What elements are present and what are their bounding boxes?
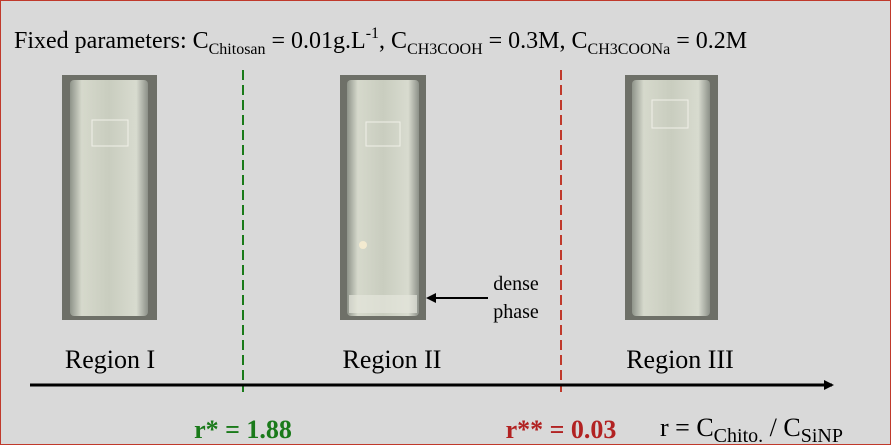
header-text: , C: [379, 28, 407, 54]
subscript: CH3COONa: [588, 41, 671, 58]
subscript: Chitosan: [209, 41, 266, 58]
subscript: Chito.: [714, 425, 763, 445]
region-label: Region III: [626, 345, 734, 374]
axis-label: r = CChito. / CSiNP: [660, 413, 843, 445]
axis-label-text: r = C: [660, 413, 714, 442]
threshold-label: r** = 0.03: [506, 415, 617, 444]
header-text: = 0.01g.L: [266, 28, 366, 54]
header-text: = 0.2M: [670, 28, 747, 54]
superscript: -1: [366, 25, 379, 42]
header: Fixed parameters: CChitosan = 0.01g.L-1,…: [14, 25, 747, 58]
axis-label-text: / C: [763, 413, 801, 442]
threshold-label: r* = 1.88: [194, 415, 292, 444]
cuvette-photo: [62, 75, 157, 320]
cuvette-photo: [340, 75, 426, 320]
cuvette-photo: [625, 75, 718, 320]
header-text: Fixed parameters: C: [14, 28, 209, 54]
header-text: = 0.3M, C: [483, 28, 588, 54]
region-label: Region I: [65, 345, 155, 374]
annotation: dense: [493, 273, 539, 295]
region-label: Region II: [343, 345, 442, 374]
annotation: phase: [493, 301, 539, 323]
subscript: SiNP: [801, 425, 843, 445]
subscript: CH3COOH: [407, 41, 483, 58]
